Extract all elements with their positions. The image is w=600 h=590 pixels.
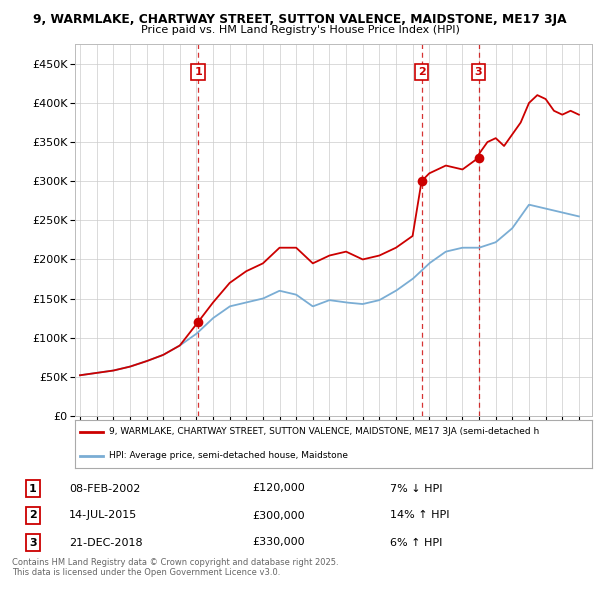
Text: 1: 1	[29, 483, 37, 493]
Text: 3: 3	[29, 537, 37, 548]
Text: 2: 2	[29, 510, 37, 520]
Text: Price paid vs. HM Land Registry's House Price Index (HPI): Price paid vs. HM Land Registry's House …	[140, 25, 460, 35]
Text: HPI: Average price, semi-detached house, Maidstone: HPI: Average price, semi-detached house,…	[109, 451, 347, 461]
Text: 7% ↓ HPI: 7% ↓ HPI	[390, 483, 443, 493]
Text: 9, WARMLAKE, CHARTWAY STREET, SUTTON VALENCE, MAIDSTONE, ME17 3JA (semi-detached: 9, WARMLAKE, CHARTWAY STREET, SUTTON VAL…	[109, 428, 539, 437]
Text: 6% ↑ HPI: 6% ↑ HPI	[390, 537, 442, 548]
Text: 2: 2	[418, 67, 425, 77]
Text: Contains HM Land Registry data © Crown copyright and database right 2025.
This d: Contains HM Land Registry data © Crown c…	[12, 558, 338, 578]
Text: £330,000: £330,000	[252, 537, 305, 548]
Text: 14% ↑ HPI: 14% ↑ HPI	[390, 510, 449, 520]
Text: 08-FEB-2002: 08-FEB-2002	[69, 483, 140, 493]
Text: £300,000: £300,000	[252, 510, 305, 520]
Text: £120,000: £120,000	[252, 483, 305, 493]
Text: 3: 3	[475, 67, 482, 77]
Text: 14-JUL-2015: 14-JUL-2015	[69, 510, 137, 520]
Text: 21-DEC-2018: 21-DEC-2018	[69, 537, 143, 548]
Text: 1: 1	[194, 67, 202, 77]
Text: 9, WARMLAKE, CHARTWAY STREET, SUTTON VALENCE, MAIDSTONE, ME17 3JA: 9, WARMLAKE, CHARTWAY STREET, SUTTON VAL…	[33, 13, 567, 26]
